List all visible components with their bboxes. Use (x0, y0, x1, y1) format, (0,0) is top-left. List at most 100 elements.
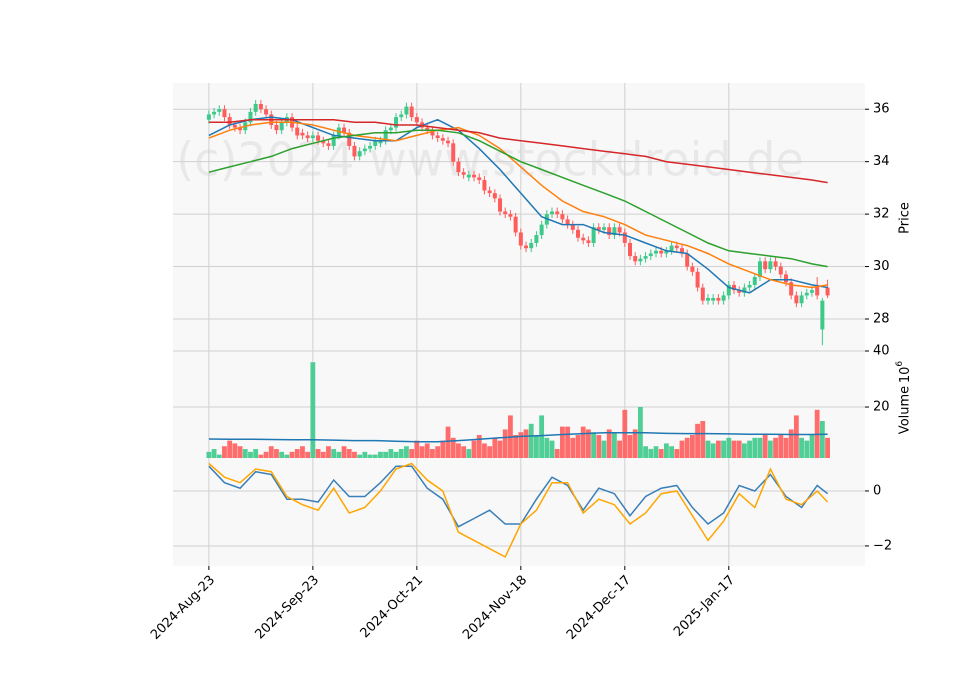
x-tick-label: 2025-Jan-17 (671, 573, 738, 640)
candle-body (638, 258, 643, 262)
candle-body (352, 145, 357, 157)
candle-body (757, 261, 762, 278)
candle-body (648, 253, 653, 257)
volume-bar (518, 432, 524, 458)
volume-bar (612, 432, 617, 458)
candle-body (508, 214, 513, 217)
candle-body (264, 109, 269, 115)
candle-body (799, 295, 804, 304)
y-tick-label: 30 (873, 259, 890, 274)
volume-bar (315, 449, 321, 458)
candle-body (326, 143, 331, 146)
candle-body (820, 300, 825, 330)
volume-bar (232, 443, 238, 458)
volume-bar (778, 435, 784, 458)
candle-body (279, 122, 284, 131)
candle-body (222, 109, 227, 118)
series-line (208, 462, 829, 558)
series-line (208, 121, 828, 289)
candle-body (435, 135, 440, 139)
volume-bar (227, 440, 233, 458)
volume-bar (643, 446, 648, 458)
x-tick-label: 2024-Nov-18 (460, 573, 530, 643)
candle-body (378, 140, 383, 144)
candle-body (659, 250, 664, 254)
y-tick-label: 40 (873, 344, 890, 359)
volume-bar (757, 437, 763, 458)
candle-body (472, 174, 477, 178)
candle-body (685, 253, 690, 267)
volume-bar (388, 449, 394, 458)
offset-exponent: 6 (895, 361, 905, 367)
volume-bar (684, 437, 690, 458)
volume-bar (237, 446, 243, 458)
series-line (208, 116, 828, 294)
candle-body (342, 127, 347, 133)
volume-bar (726, 437, 732, 458)
candle-body (679, 248, 684, 254)
volume-bar (362, 451, 368, 458)
volume-bar (788, 429, 794, 458)
candle-body (253, 103, 258, 112)
volume-bar (248, 451, 253, 458)
candle-body (716, 298, 721, 301)
volume-bar (320, 451, 326, 458)
volume-bar (710, 443, 716, 458)
y-axis-label: Volume (898, 386, 913, 434)
volume-bar (461, 446, 467, 458)
candle-body (305, 135, 310, 139)
candle-body (628, 242, 633, 257)
volume-bar (705, 440, 711, 458)
candle-body (482, 180, 487, 191)
volume-bar (497, 440, 503, 458)
volume-bar (471, 440, 477, 458)
volume-bar (206, 451, 212, 458)
candle-body (217, 109, 222, 112)
volume-bar (747, 440, 752, 458)
candle-body (633, 256, 638, 262)
volume-bar (560, 426, 565, 458)
volume-bar (689, 435, 695, 458)
volume-bar (263, 451, 269, 458)
volume-bar (367, 454, 373, 458)
volume-bar (622, 409, 628, 458)
volume-bar (222, 446, 227, 458)
candle-body (206, 114, 211, 120)
volume-bar (825, 437, 830, 458)
candle-body (487, 190, 492, 194)
volume-bar (502, 429, 508, 458)
volume-bar (253, 449, 259, 458)
volume-bar (341, 446, 347, 458)
candle-body (513, 216, 518, 233)
candle-body (414, 117, 419, 123)
candle-body (456, 161, 461, 173)
volume-bar (773, 437, 778, 458)
volume-bar (762, 435, 768, 458)
candle-body (316, 135, 321, 141)
candle-body (394, 117, 399, 128)
candle-body (232, 124, 237, 128)
candle-body (529, 242, 534, 249)
volume-bar (674, 449, 680, 458)
candle-body (550, 211, 555, 215)
candle-body (789, 282, 794, 296)
candle-body (383, 130, 388, 141)
candle-body (446, 140, 451, 144)
candle-body (477, 177, 482, 181)
candle-body (388, 127, 393, 131)
candle-body (815, 284, 820, 296)
volume-bar (331, 449, 337, 458)
volume-bar (211, 449, 217, 458)
volume-bar (294, 449, 300, 458)
volume-bar (606, 429, 612, 458)
candle-body (742, 287, 747, 293)
candle-body (430, 130, 435, 136)
volume-bar (450, 437, 456, 458)
volume-bar (352, 451, 357, 458)
candle-body (518, 232, 523, 246)
candle-body (539, 224, 544, 236)
volume-bar (284, 454, 290, 458)
candle-body (466, 174, 471, 178)
volume-bar (268, 446, 274, 458)
volume-bar (523, 429, 529, 458)
